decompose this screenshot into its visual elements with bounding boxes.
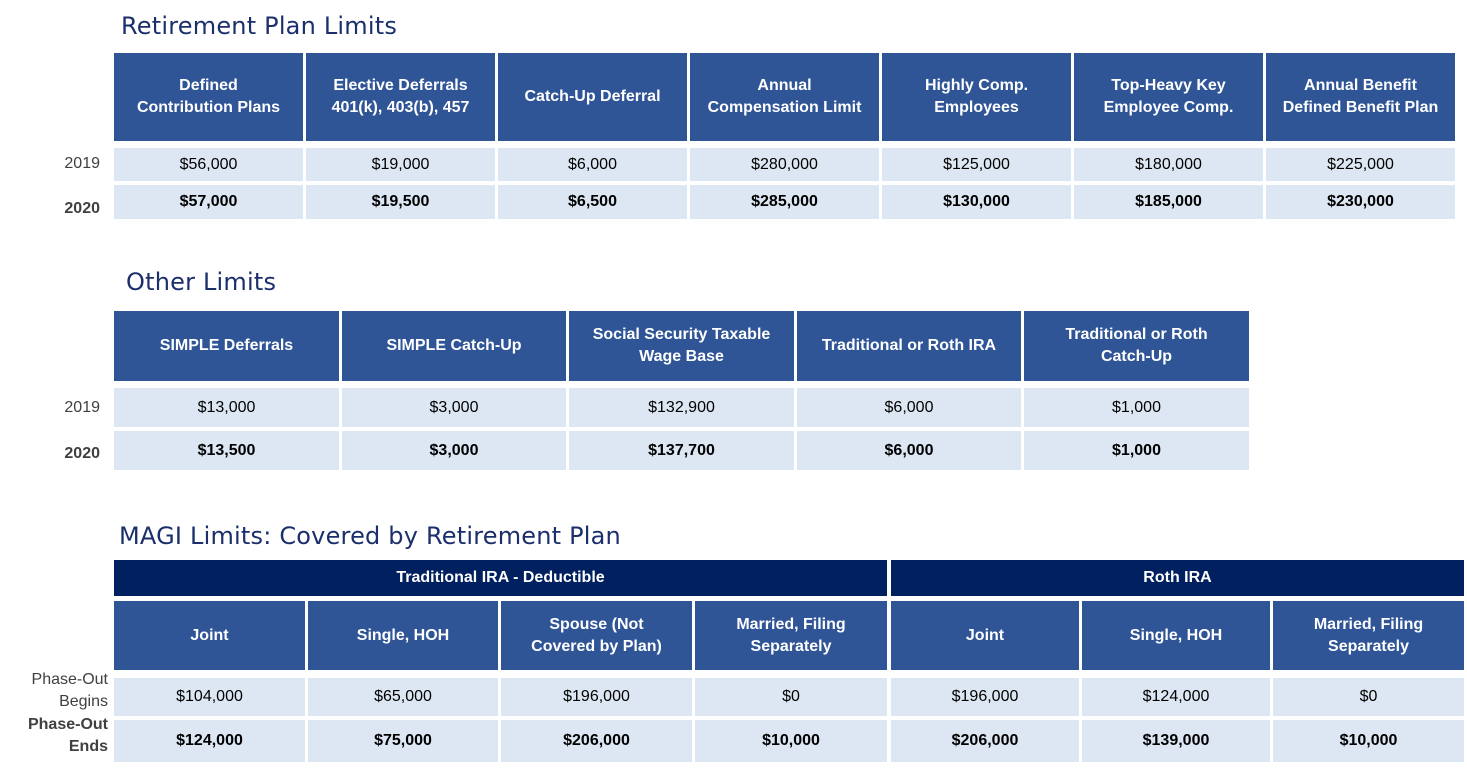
table-cell: $124,000 [1082,678,1270,716]
group-header-roth-ira: Roth IRA [891,560,1464,596]
column-header-catch-up-deferral: Catch-Up Deferral [498,53,687,141]
row-label-2019: 2019 [64,155,100,172]
column-header-roth-married-filing-separately: Married, Filing Separately [1273,601,1464,670]
table-cell: $139,000 [1082,720,1270,762]
column-header-top-heavy: Top-Heavy Key Employee Comp. [1074,53,1263,141]
retirement-section-title: Retirement Plan Limits [121,12,398,40]
table-cell: $104,000 [114,678,305,716]
table-cell: $56,000 [114,148,303,181]
table-cell: $65,000 [308,678,498,716]
table-cell: $132,900 [569,388,794,427]
row-label-2019: 2019 [64,399,100,416]
magi-section-title: MAGI Limits: Covered by Retirement Plan [119,522,621,550]
row-label-2020: 2020 [64,445,100,462]
table-cell: $13,500 [114,431,339,470]
table-cell: $1,000 [1024,431,1249,470]
table-cell: $285,000 [690,185,879,219]
table-cell: $206,000 [891,720,1079,762]
table-cell: $3,000 [342,388,566,427]
column-header-simple-deferrals: SIMPLE Deferrals [114,311,339,381]
table-cell: $13,000 [114,388,339,427]
table-cell: $6,000 [797,431,1021,470]
table-cell: $10,000 [1273,720,1464,762]
column-header-elective-deferrals: Elective Deferrals 401(k), 403(b), 457 [306,53,495,141]
table-cell: $0 [1273,678,1464,716]
column-header-single-hoh: Single, HOH [308,601,498,670]
table-cell: $206,000 [501,720,692,762]
table-cell: $124,000 [114,720,305,762]
column-header-defined-contribution: Defined Contribution Plans [114,53,303,141]
table-cell: $6,000 [797,388,1021,427]
table-cell: $125,000 [882,148,1071,181]
row-label-phase-out-ends: Phase-Out Ends [27,716,108,755]
column-header-spouse: Spouse (Not Covered by Plan) [501,601,692,670]
row-label-2020: 2020 [64,200,100,217]
table-cell: $19,000 [306,148,495,181]
table-cell: $0 [695,678,887,716]
table-cell: $185,000 [1074,185,1263,219]
column-header-simple-catch-up: SIMPLE Catch-Up [342,311,566,381]
column-header-joint: Joint [114,601,305,670]
table-cell: $280,000 [690,148,879,181]
column-header-annual-benefit: Annual Benefit Defined Benefit Plan [1266,53,1455,141]
table-cell: $196,000 [501,678,692,716]
column-header-annual-compensation: Annual Compensation Limit [690,53,879,141]
column-header-traditional-roth-ira: Traditional or Roth IRA [797,311,1021,381]
other-section-title: Other Limits [126,268,277,296]
table-cell: $75,000 [308,720,498,762]
table-cell: $225,000 [1266,148,1455,181]
table-cell: $130,000 [882,185,1071,219]
table-cell: $6,000 [498,148,687,181]
table-cell: $230,000 [1266,185,1455,219]
table-cell: $57,000 [114,185,303,219]
group-header-traditional-ira: Traditional IRA - Deductible [114,560,887,596]
table-cell: $10,000 [695,720,887,762]
column-header-roth-single-hoh: Single, HOH [1082,601,1270,670]
column-header-traditional-roth-catch-up: Traditional or Roth Catch-Up [1024,311,1249,381]
table-cell: $19,500 [306,185,495,219]
table-cell: $180,000 [1074,148,1263,181]
table-cell: $1,000 [1024,388,1249,427]
column-header-roth-joint: Joint [891,601,1079,670]
table-cell: $6,500 [498,185,687,219]
table-cell: $137,700 [569,431,794,470]
column-header-married-filing-separately: Married, Filing Separately [695,601,887,670]
column-header-social-security: Social Security Taxable Wage Base [569,311,794,381]
table-cell: $3,000 [342,431,566,470]
column-header-highly-comp: Highly Comp. Employees [882,53,1071,141]
table-cell: $196,000 [891,678,1079,716]
row-label-phase-out-begins: Phase-Out Begins [31,671,108,710]
